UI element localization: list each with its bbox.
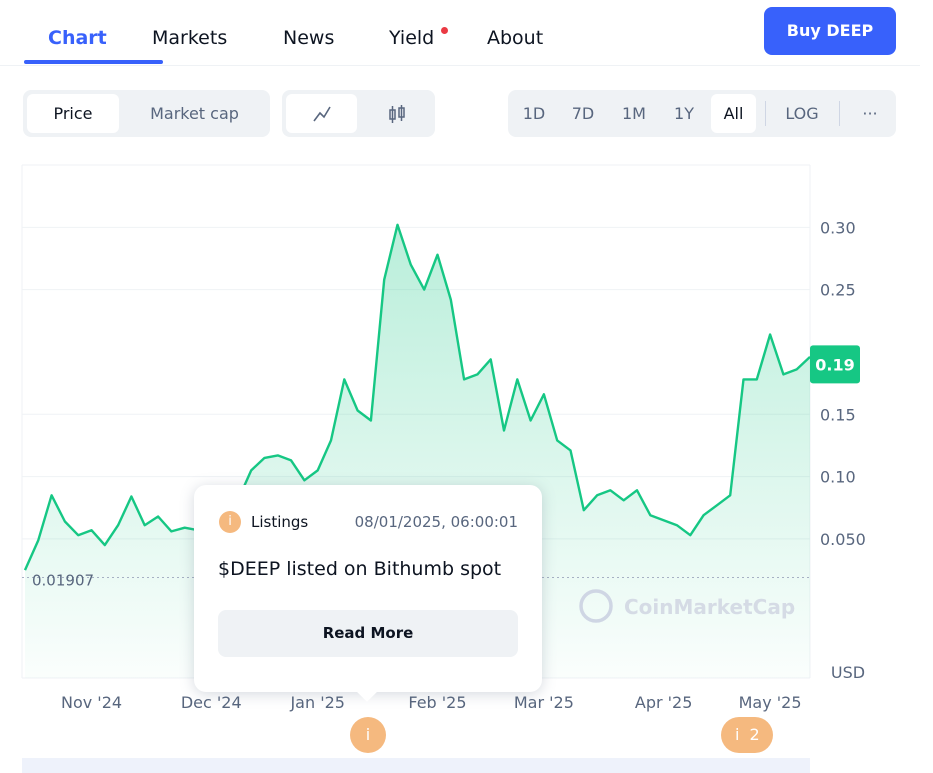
popup-category: Listings [251, 513, 309, 531]
x-tick-label: Mar '25 [514, 693, 574, 712]
y-tick-label: 0.15 [820, 405, 856, 424]
current-label: 0.19 [815, 355, 854, 374]
y-tick-label: 0.30 [820, 218, 856, 237]
currency: USD [831, 663, 865, 682]
x-tick-label: Feb '25 [408, 693, 466, 712]
x-tick-label: Dec '24 [181, 693, 242, 712]
marker-count: 2 [749, 725, 760, 744]
tab[interactable]: Markets [152, 27, 228, 49]
range[interactable]: All [711, 94, 756, 133]
x-tick-label: Nov '24 [61, 693, 122, 712]
tab[interactable]: About [487, 27, 544, 49]
range[interactable]: 1D [522, 104, 546, 123]
x-tick-label: May '25 [739, 693, 802, 712]
popup-text: $DEEP listed on Bithumb spot [218, 558, 502, 580]
range[interactable]: 7D [571, 104, 595, 123]
toggle-mcap[interactable]: Market cap [150, 104, 239, 123]
price-line [23, 223, 811, 571]
baseline-label: 0.01907 [32, 571, 94, 589]
current-badge [810, 345, 860, 384]
popup-icon: i [219, 511, 241, 533]
more[interactable]: ··· [862, 104, 878, 123]
marker-icon: i [735, 725, 740, 744]
series-toggle: Price Market cap [23, 90, 270, 137]
sep [765, 101, 766, 126]
candle-style[interactable] [361, 94, 432, 133]
tab[interactable]: Chart [48, 27, 107, 49]
popup-date: 08/01/2025, 06:00:01 [354, 513, 518, 531]
range[interactable]: 1M [622, 104, 646, 123]
sep [839, 101, 840, 126]
range[interactable]: 1Y [674, 104, 694, 123]
line-icon [312, 106, 331, 122]
event-marker[interactable]: i [350, 717, 386, 753]
toggle-price[interactable]: Price [27, 94, 119, 133]
y-tick-label: 0.25 [820, 281, 856, 300]
x-tick-label: Jan '25 [289, 693, 345, 712]
notify-dot [441, 27, 448, 34]
tab-underline [24, 60, 163, 64]
candle-icon [388, 105, 405, 123]
x-tick-label: Apr '25 [635, 693, 693, 712]
buy-button[interactable]: Buy DEEP [764, 7, 896, 55]
divider [0, 65, 920, 66]
range-group: 1D 7D 1M 1Y All LOG ··· [508, 90, 896, 137]
log-toggle[interactable]: LOG [785, 104, 819, 123]
read-more[interactable]: Read More [218, 610, 518, 657]
y-tick-label: 0.050 [820, 530, 866, 549]
tab[interactable]: Yield [389, 27, 435, 49]
watermark-logo [579, 589, 613, 623]
navigator[interactable] [22, 758, 810, 773]
event-popup: i Listings 08/01/2025, 06:00:01 $DEEP li… [194, 485, 542, 702]
line-style[interactable] [286, 94, 357, 133]
chart-style [282, 90, 435, 137]
y-tick-label: 0.10 [820, 468, 856, 487]
tab[interactable]: News [283, 27, 335, 49]
watermark: CoinMarketCap [624, 595, 795, 619]
